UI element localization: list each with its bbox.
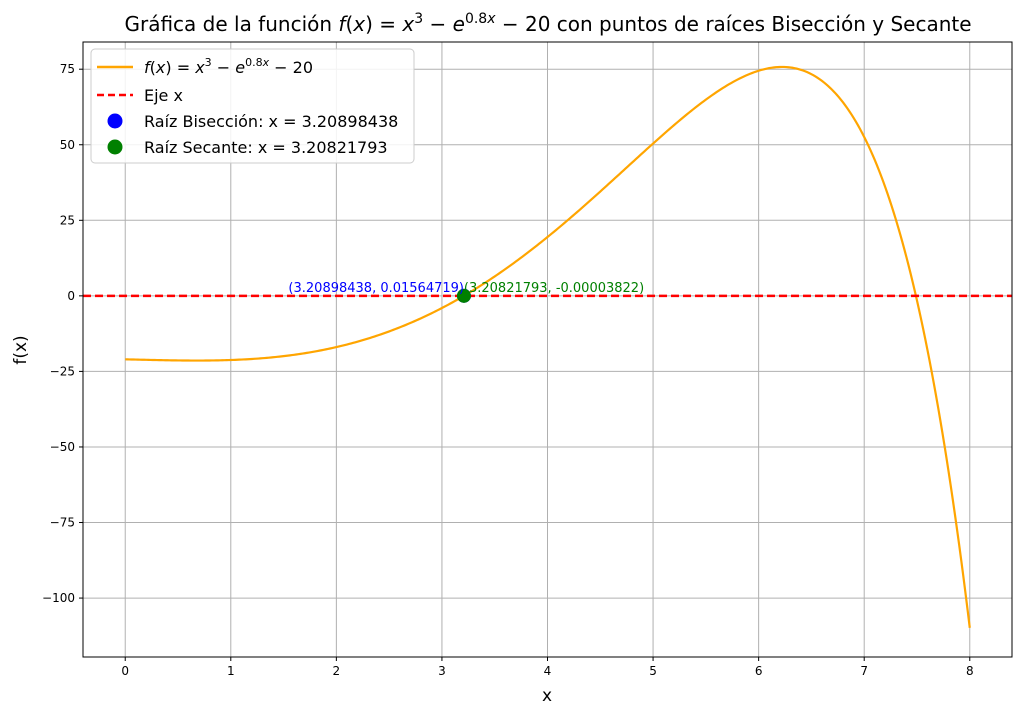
function-curve bbox=[125, 65, 971, 628]
x-axis-ticks: 0 1 2 3 4 5 6 7 8 bbox=[121, 657, 974, 678]
x-tick-label: 5 bbox=[649, 664, 657, 678]
legend-box bbox=[90, 48, 415, 164]
legend-biseccion-label: Raíz Bisección: x = 3.20898438 bbox=[144, 112, 398, 131]
x-tick-label: 0 bbox=[121, 664, 129, 678]
annotation-biseccion: (3.20898438, 0.01564719) bbox=[288, 281, 464, 296]
x-tick-label: 6 bbox=[755, 664, 763, 678]
y-axis-label: f(x) bbox=[11, 335, 31, 364]
legend-item-function: f(x) = x3 − e0.8x − 20 bbox=[97, 56, 313, 77]
x-tick-label: 7 bbox=[860, 664, 868, 678]
chart-title-suffix: con puntos de raíces Bisección y Secante bbox=[550, 12, 971, 36]
y-tick-label: −25 bbox=[50, 364, 75, 378]
x-tick-label: 1 bbox=[227, 664, 235, 678]
legend-item-eje-x: Eje x bbox=[97, 86, 183, 105]
y-tick-label: −75 bbox=[50, 516, 75, 530]
y-tick-label: 0 bbox=[67, 289, 75, 303]
legend-eje-x-label: Eje x bbox=[144, 86, 183, 105]
x-tick-label: 3 bbox=[438, 664, 446, 678]
legend-item-biseccion: Raíz Bisección: x = 3.20898438 bbox=[107, 112, 398, 131]
y-tick-label: −100 bbox=[42, 591, 75, 605]
y-axis-ticks: 75 50 25 0 −25 −50 −75 −100 bbox=[42, 62, 83, 605]
x-tick-label: 2 bbox=[333, 664, 341, 678]
x-axis-label: x bbox=[542, 686, 552, 706]
chart-title: Gráfica de la función f(x) = x3 − e0.8x … bbox=[124, 11, 971, 36]
legend-item-secante: Raíz Secante: x = 3.20821793 bbox=[107, 138, 388, 157]
legend: f(x) = x3 − e0.8x − 20 Eje x Raíz Bisecc… bbox=[90, 48, 415, 164]
x-tick-label: 4 bbox=[544, 664, 552, 678]
annotation-secante: (3.20821793, -0.00003822) bbox=[464, 281, 644, 296]
plot-area: (3.20898438, 0.01564719) (3.20821793, -0.… bbox=[82, 41, 1013, 658]
legend-secante-marker bbox=[107, 139, 123, 155]
chart-title-prefix: Gráfica de la función bbox=[124, 12, 338, 36]
root-points-layer bbox=[456, 288, 471, 303]
y-tick-label: 25 bbox=[60, 213, 75, 227]
y-tick-label: 75 bbox=[60, 62, 75, 76]
legend-biseccion-marker bbox=[107, 113, 123, 129]
chart-title-formula: f bbox=[338, 12, 348, 36]
legend-function-label: f(x) = x3 − e0.8x − 20 bbox=[144, 56, 313, 77]
annotations-layer: (3.20898438, 0.01564719) (3.20821793, -0.… bbox=[288, 281, 644, 296]
curve-layer bbox=[125, 65, 971, 628]
legend-secante-label: Raíz Secante: x = 3.20821793 bbox=[144, 138, 388, 157]
x-tick-label: 8 bbox=[966, 664, 974, 678]
y-tick-label: −50 bbox=[50, 440, 75, 454]
root-point-secante bbox=[456, 288, 471, 303]
y-tick-label: 50 bbox=[60, 138, 75, 152]
